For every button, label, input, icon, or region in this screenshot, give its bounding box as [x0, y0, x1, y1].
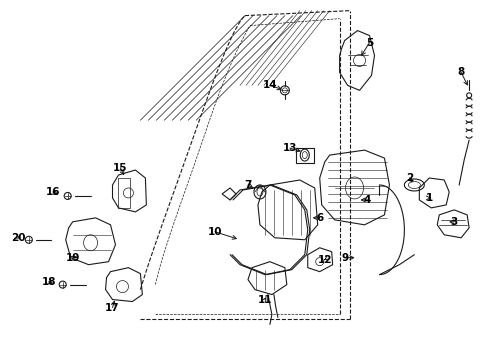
Text: 7: 7: [244, 180, 251, 190]
Text: 2: 2: [405, 173, 412, 183]
Text: 8: 8: [457, 67, 464, 77]
Text: 16: 16: [45, 187, 60, 197]
Text: 20: 20: [12, 233, 26, 243]
Text: 6: 6: [315, 213, 323, 223]
Text: 1: 1: [425, 193, 432, 203]
Text: 12: 12: [317, 255, 331, 265]
Text: 19: 19: [65, 253, 80, 263]
Text: 10: 10: [207, 227, 222, 237]
Text: 17: 17: [105, 302, 120, 312]
Text: 3: 3: [449, 217, 457, 227]
Text: 5: 5: [365, 37, 372, 48]
Text: 11: 11: [257, 294, 272, 305]
Text: 14: 14: [262, 80, 277, 90]
Text: 15: 15: [113, 163, 127, 173]
Text: 4: 4: [363, 195, 370, 205]
Text: 9: 9: [340, 253, 347, 263]
Text: 13: 13: [282, 143, 297, 153]
Text: 18: 18: [41, 276, 56, 287]
